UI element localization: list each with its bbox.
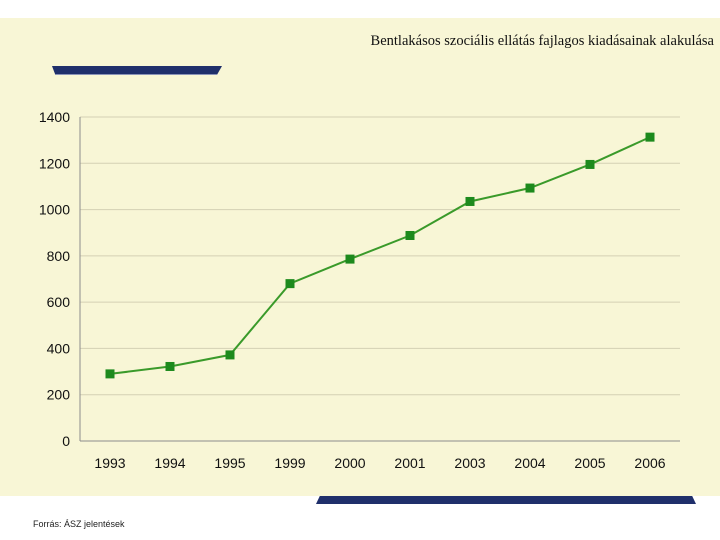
data-point-2004 — [525, 183, 535, 193]
x-tick-label: 2005 — [574, 455, 605, 471]
y-tick-label: 800 — [47, 248, 71, 264]
slide-title: Bentlakásos szociális ellátás fajlagos k… — [370, 33, 714, 49]
y-tick-label: 0 — [62, 433, 70, 449]
accent-bar-top — [52, 66, 222, 75]
y-tick-label: 400 — [47, 340, 71, 356]
source-note: Forrás: ÁSZ jelentések — [33, 519, 125, 529]
data-point-2000 — [345, 254, 355, 264]
chart-axes — [79, 117, 680, 442]
y-tick-label: 1200 — [39, 155, 70, 171]
x-tick-label: 2000 — [334, 455, 365, 471]
data-point-2001 — [405, 230, 415, 240]
x-tick-label: 1999 — [274, 455, 305, 471]
x-tick-label: 2004 — [514, 455, 545, 471]
x-tick-label: 2006 — [634, 455, 665, 471]
x-tick-label: 2003 — [454, 455, 485, 471]
chart-gridlines — [80, 116, 680, 396]
accent-bar-bottom — [316, 496, 696, 504]
x-axis-tick-labels: 1993 1994 1995 1999 2000 2001 2003 2004 2005 2006 — [94, 455, 665, 471]
x-tick-label: 1994 — [154, 455, 185, 471]
x-tick-label: 2001 — [394, 455, 425, 471]
data-point-2003 — [465, 196, 475, 206]
y-tick-label: 200 — [47, 387, 71, 403]
data-point-2006 — [645, 132, 655, 142]
data-point-1995 — [225, 350, 235, 360]
data-point-1993 — [105, 369, 115, 379]
x-tick-label: 1995 — [214, 455, 245, 471]
y-tick-label: 1400 — [39, 109, 70, 125]
series-line — [109, 136, 651, 375]
y-tick-label: 600 — [47, 294, 71, 310]
chart-series — [105, 132, 655, 379]
x-tick-label: 1993 — [94, 455, 125, 471]
data-point-1994 — [165, 361, 175, 371]
data-point-1999 — [285, 279, 295, 289]
y-axis-tick-labels: 0 200 400 600 800 1000 1200 1400 — [39, 109, 70, 449]
y-tick-label: 1000 — [39, 202, 70, 218]
data-point-2005 — [585, 159, 595, 169]
slide-background — [0, 18, 720, 496]
